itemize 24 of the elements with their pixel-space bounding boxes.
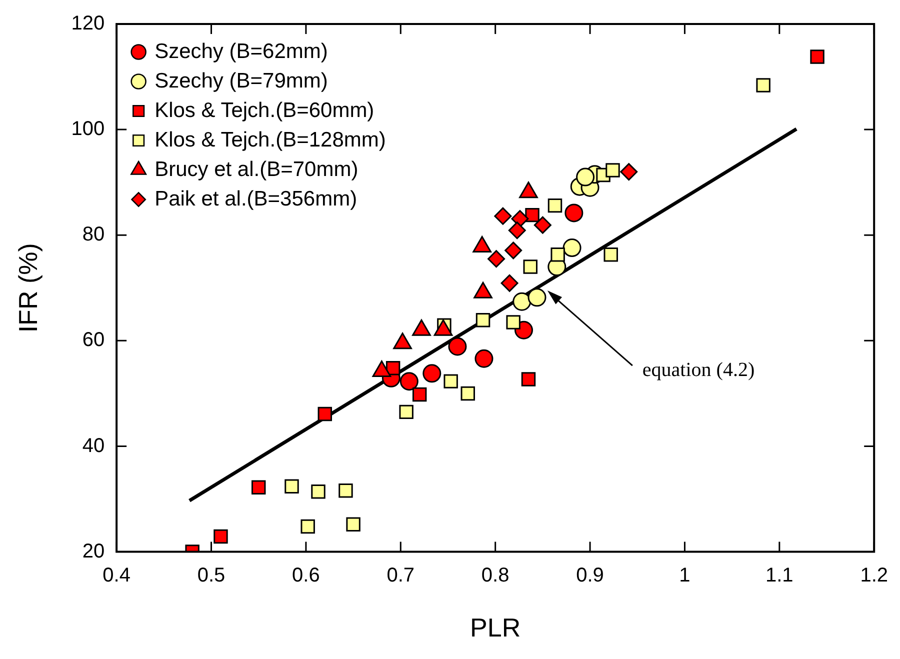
y-tick-label: 80 (82, 224, 105, 246)
legend-label: Paik et al.(B=356mm) (154, 187, 358, 210)
x-tick-label: 0.7 (386, 564, 415, 586)
legend-label: Klos & Tejch.(B=60mm) (154, 98, 374, 122)
y-axis-title: IFR (%) (12, 243, 43, 333)
x-tick-label: 1.1 (766, 564, 794, 586)
y-tick-label: 120 (71, 12, 105, 35)
x-axis-title: PLR (470, 612, 521, 643)
x-tick-label: 1 (679, 564, 690, 586)
x-tick-label: 0.4 (102, 564, 130, 586)
legend-label: Klos & Tejch.(B=128mm) (154, 128, 386, 152)
y-tick-label: 100 (71, 118, 105, 140)
legend-label: Szechy (B=62mm) (154, 40, 328, 63)
x-tick-label: 0.6 (292, 564, 320, 586)
annotation: equation (4.2) (642, 358, 755, 381)
y-tick-label: 40 (82, 434, 105, 457)
legend-label: Szechy (B=79mm) (154, 69, 328, 92)
legend-label: Brucy et al.(B=70mm) (154, 158, 358, 181)
x-tick-label: 0.8 (481, 564, 510, 586)
x-tick-label: 0.9 (576, 564, 604, 586)
x-tick-label: 0.5 (197, 564, 226, 586)
y-tick-label: 60 (82, 329, 105, 352)
y-tick-label: 20 (82, 540, 105, 562)
x-tick-label: 1.2 (860, 564, 888, 586)
